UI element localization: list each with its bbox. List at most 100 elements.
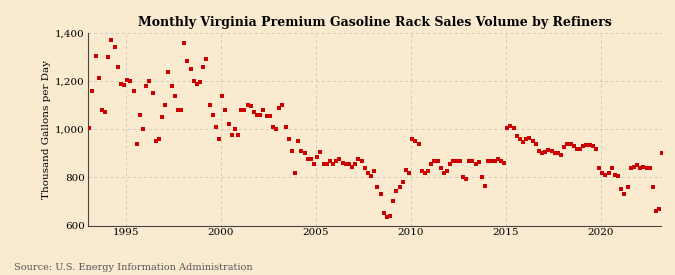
Point [356, 158, 367, 163]
Point [362, 170, 373, 175]
Point [169, 94, 180, 98]
Point [454, 158, 465, 163]
Point [625, 166, 636, 170]
Point [242, 103, 253, 107]
Point [647, 185, 658, 189]
Title: Monthly Virginia Premium Gasoline Rack Sales Volume by Refiners: Monthly Virginia Premium Gasoline Rack S… [138, 16, 612, 29]
Point [379, 211, 389, 216]
Point [284, 137, 294, 141]
Point [252, 113, 263, 117]
Point [470, 162, 481, 166]
Point [160, 103, 171, 107]
Point [144, 79, 155, 83]
Point [429, 158, 440, 163]
Point [109, 45, 120, 50]
Point [211, 125, 221, 129]
Point [502, 126, 512, 130]
Point [271, 127, 281, 131]
Point [245, 104, 256, 109]
Point [151, 139, 161, 144]
Point [477, 175, 487, 180]
Point [483, 158, 493, 163]
Point [265, 114, 275, 118]
Point [207, 113, 218, 117]
Point [480, 184, 491, 188]
Point [628, 164, 639, 169]
Point [467, 158, 478, 163]
Point [543, 147, 554, 152]
Point [442, 169, 453, 174]
Point [274, 105, 285, 110]
Point [192, 81, 202, 86]
Point [325, 158, 335, 163]
Point [112, 65, 123, 69]
Point [115, 81, 126, 86]
Point [381, 215, 392, 219]
Point [439, 170, 450, 175]
Point [587, 144, 598, 148]
Point [464, 158, 475, 163]
Point [603, 170, 614, 175]
Point [448, 158, 459, 163]
Point [106, 38, 117, 42]
Point [217, 94, 227, 98]
Point [261, 114, 272, 118]
Point [166, 84, 177, 88]
Point [287, 149, 298, 153]
Point [93, 75, 104, 80]
Point [306, 157, 317, 161]
Point [423, 169, 433, 174]
Point [236, 108, 246, 112]
Point [562, 141, 573, 146]
Text: Source: U.S. Energy Information Administration: Source: U.S. Energy Information Administ… [14, 263, 252, 272]
Point [619, 192, 630, 196]
Point [445, 162, 456, 166]
Point [154, 137, 165, 141]
Point [182, 59, 193, 63]
Point [556, 152, 566, 157]
Point [375, 192, 386, 196]
Point [308, 162, 319, 166]
Point [328, 162, 339, 166]
Point [350, 162, 360, 166]
Point [334, 157, 345, 161]
Point [610, 173, 620, 177]
Point [420, 170, 431, 175]
Point [369, 169, 379, 174]
Point [575, 146, 586, 151]
Point [223, 122, 234, 127]
Point [521, 137, 532, 141]
Point [138, 127, 148, 131]
Point [173, 108, 184, 112]
Point [141, 84, 152, 88]
Point [400, 168, 411, 172]
Point [84, 126, 95, 130]
Point [616, 187, 626, 192]
Point [657, 151, 668, 155]
Point [641, 166, 652, 170]
Point [214, 137, 225, 141]
Point [195, 80, 206, 84]
Point [546, 149, 557, 153]
Point [100, 110, 111, 115]
Point [565, 141, 576, 146]
Point [359, 166, 370, 170]
Point [122, 78, 133, 82]
Point [568, 144, 579, 148]
Point [97, 108, 107, 112]
Point [553, 151, 564, 155]
Point [157, 115, 167, 119]
Point [125, 79, 136, 83]
Point [230, 127, 240, 131]
Point [499, 161, 510, 165]
Point [654, 207, 665, 211]
Point [90, 54, 101, 58]
Point [344, 162, 354, 166]
Point [632, 163, 643, 167]
Point [388, 199, 399, 204]
Point [258, 108, 269, 112]
Point [549, 151, 560, 155]
Point [606, 166, 617, 170]
Point [290, 170, 300, 175]
Point [248, 110, 259, 115]
